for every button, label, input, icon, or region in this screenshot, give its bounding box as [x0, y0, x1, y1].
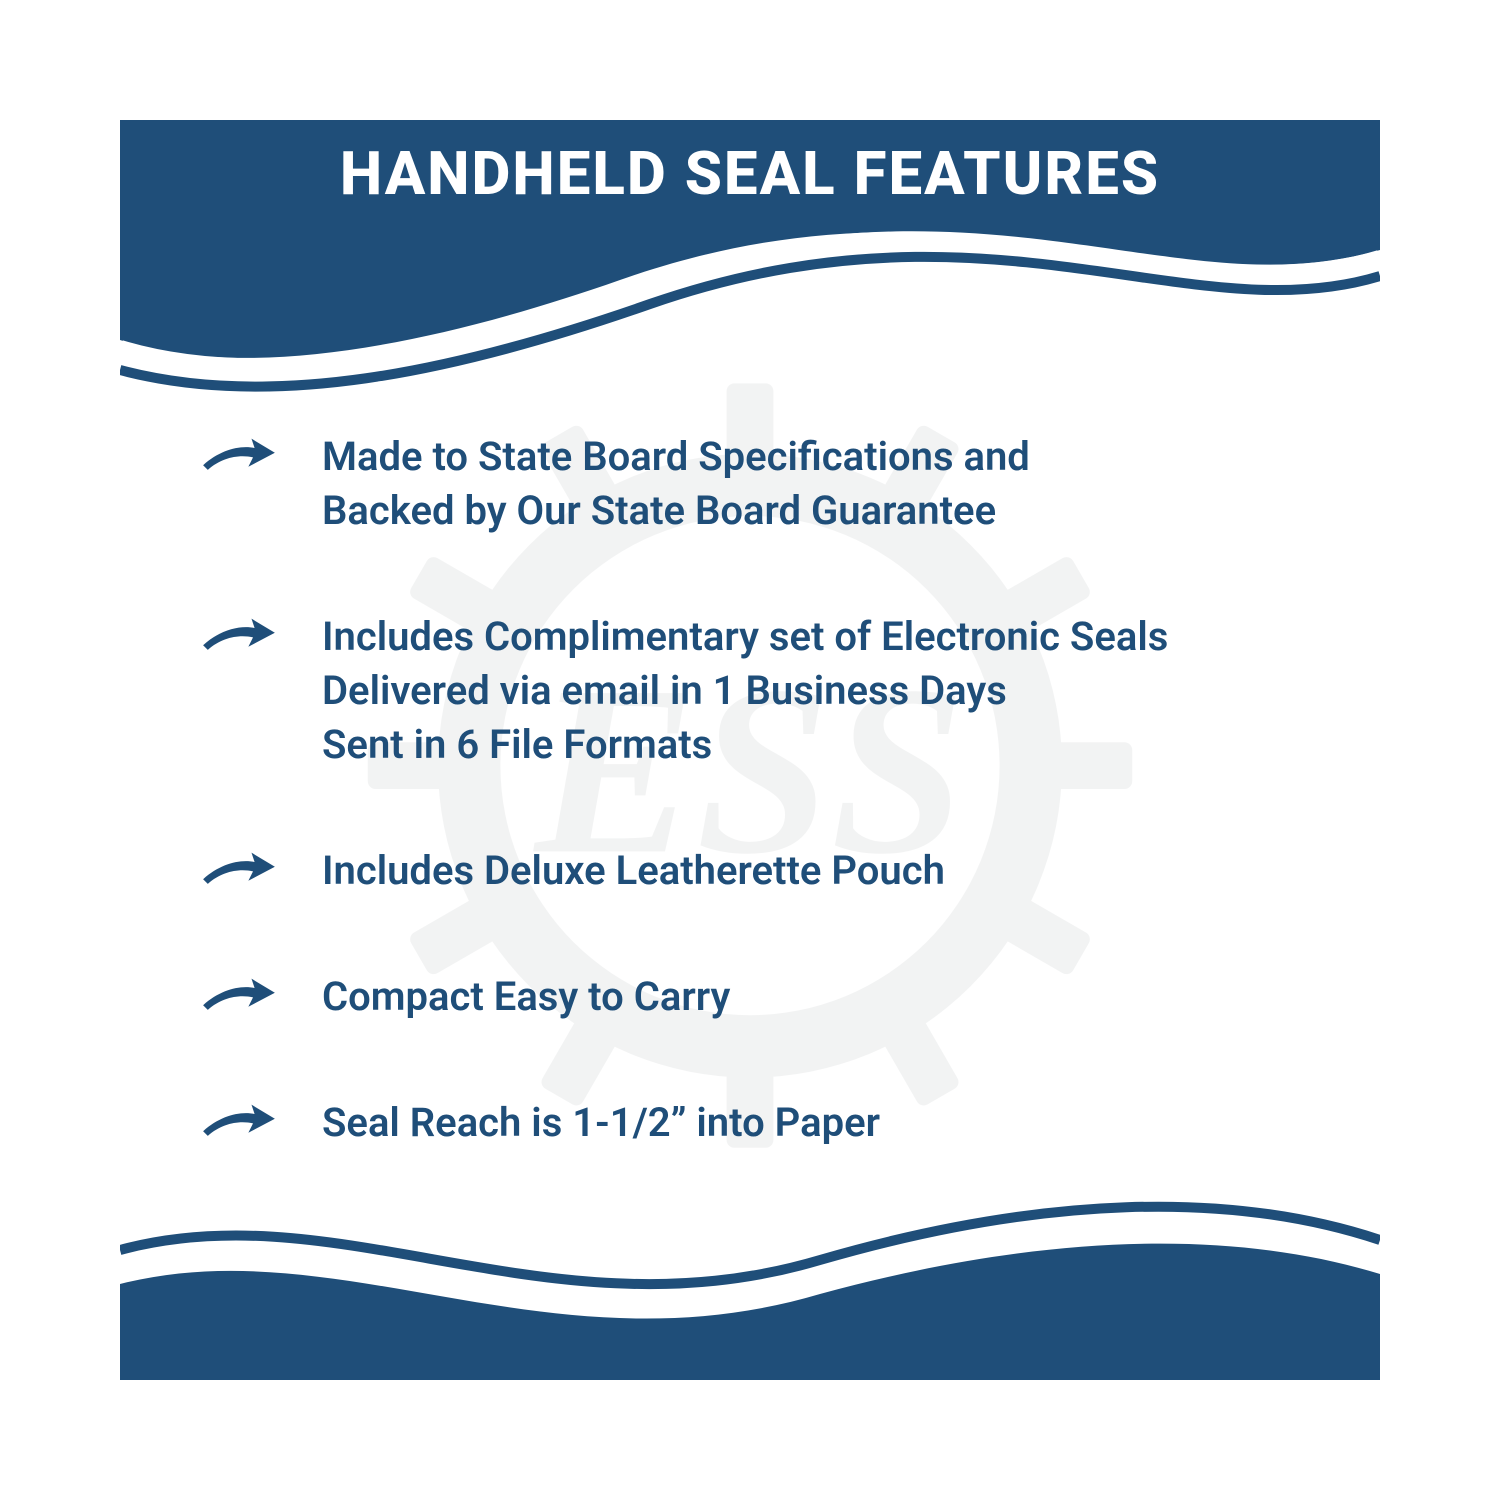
page-title: HANDHELD SEAL FEATURES — [120, 120, 1380, 209]
footer-band — [120, 1180, 1380, 1380]
feature-text: Compact Easy to Carry — [322, 970, 730, 1024]
feature-line: Backed by Our State Board Guarantee — [322, 484, 1030, 538]
feature-item: Seal Reach is 1-1/2” into Paper — [200, 1096, 1340, 1150]
feature-item: Made to State Board Specifications andBa… — [200, 430, 1340, 538]
arrow-right-icon — [200, 848, 278, 892]
feature-line: Delivered via email in 1 Business Days — [322, 664, 1168, 718]
arrow-right-icon — [200, 974, 278, 1018]
infographic-canvas: ESS HANDHELD SEAL FEATURES Made to State… — [0, 0, 1500, 1500]
feature-line: Seal Reach is 1-1/2” into Paper — [322, 1096, 880, 1150]
feature-line: Compact Easy to Carry — [322, 970, 730, 1024]
feature-item: Includes Deluxe Leatherette Pouch — [200, 844, 1340, 898]
feature-item: Compact Easy to Carry — [200, 970, 1340, 1024]
arrow-right-icon — [200, 848, 278, 892]
arrow-right-icon — [200, 434, 278, 478]
feature-text: Includes Complimentary set of Electronic… — [322, 610, 1168, 772]
feature-text: Made to State Board Specifications andBa… — [322, 430, 1030, 538]
arrow-right-icon — [200, 614, 278, 658]
arrow-right-icon — [200, 434, 278, 478]
feature-line: Made to State Board Specifications and — [322, 430, 1030, 484]
feature-text: Seal Reach is 1-1/2” into Paper — [322, 1096, 880, 1150]
feature-line: Sent in 6 File Formats — [322, 718, 1168, 772]
features-list: Made to State Board Specifications andBa… — [200, 430, 1340, 1150]
feature-item: Includes Complimentary set of Electronic… — [200, 610, 1340, 772]
feature-line: Includes Deluxe Leatherette Pouch — [322, 844, 945, 898]
header-band: HANDHELD SEAL FEATURES — [120, 120, 1380, 400]
infographic-card: ESS HANDHELD SEAL FEATURES Made to State… — [120, 120, 1380, 1380]
arrow-right-icon — [200, 974, 278, 1018]
arrow-right-icon — [200, 614, 278, 658]
arrow-right-icon — [200, 1100, 278, 1144]
arrow-right-icon — [200, 1100, 278, 1144]
feature-text: Includes Deluxe Leatherette Pouch — [322, 844, 945, 898]
footer-wave-icon — [120, 1180, 1380, 1380]
feature-line: Includes Complimentary set of Electronic… — [322, 610, 1168, 664]
